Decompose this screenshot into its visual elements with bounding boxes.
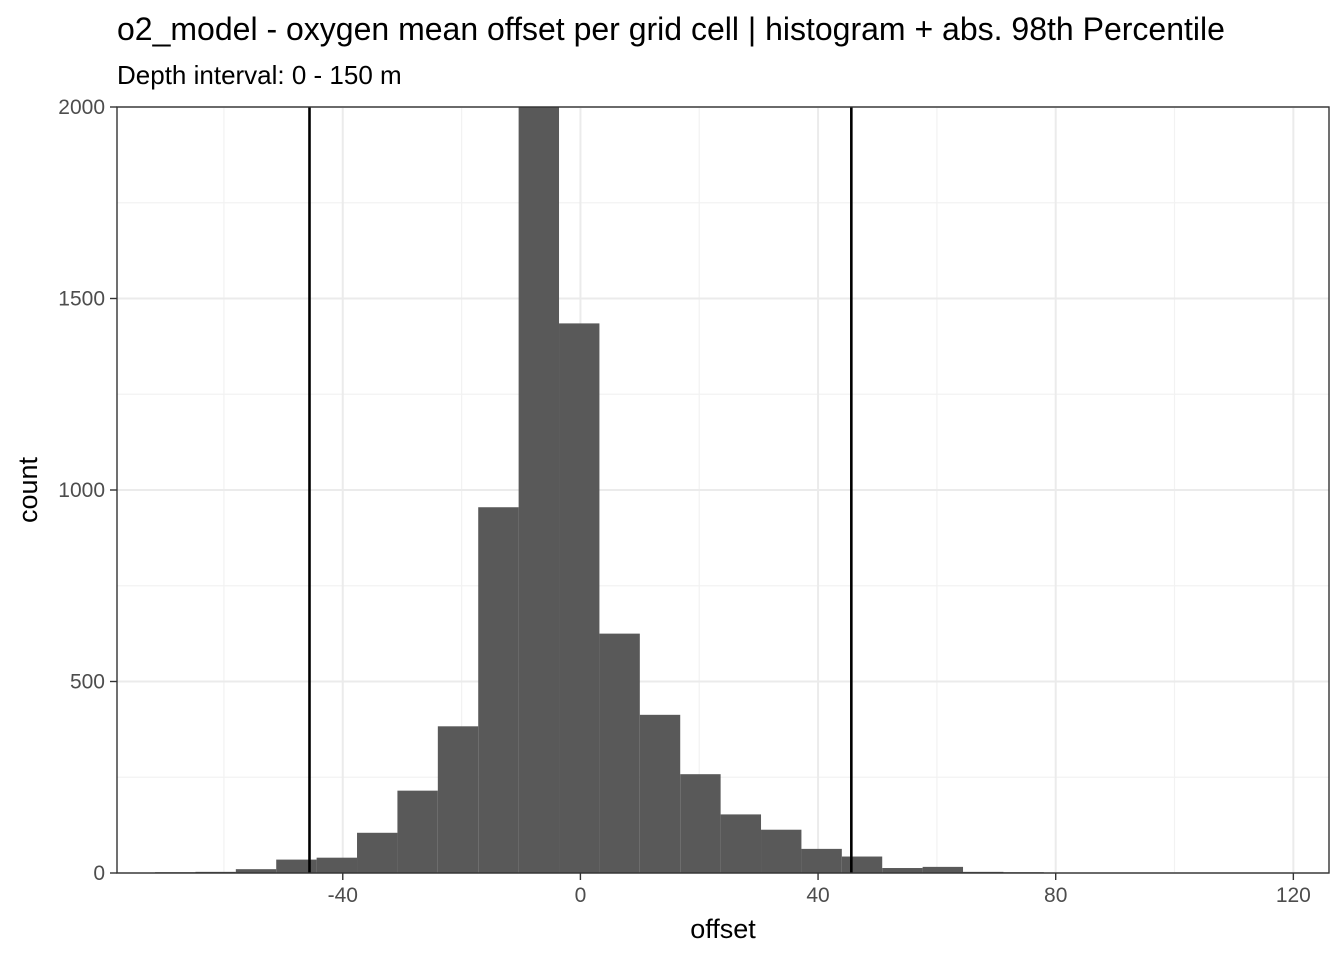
x-tick-label: 80	[1044, 884, 1067, 907]
histogram-bar	[599, 633, 640, 873]
chart-title: o2_model - oxygen mean offset per grid c…	[117, 11, 1225, 47]
y-axis: 0 500 1000 1500 2000	[58, 96, 117, 885]
x-axis: -40 0 40 80 120	[328, 873, 1311, 907]
histogram-bar	[559, 323, 600, 873]
chart-subtitle: Depth interval: 0 - 150 m	[117, 60, 402, 90]
histogram-bar	[518, 107, 560, 873]
histogram-bar	[235, 869, 277, 873]
y-axis-title: count	[13, 456, 43, 523]
x-tick-label: -40	[328, 884, 358, 907]
histogram-bar	[316, 857, 358, 873]
histogram-bar	[841, 856, 883, 873]
histogram-bar	[761, 829, 802, 873]
histogram-bar	[478, 507, 519, 873]
y-tick-label: 2000	[58, 96, 105, 119]
x-tick-label: 120	[1276, 884, 1311, 907]
plot-panel	[116, 106, 1330, 874]
x-tick-label: 40	[806, 884, 829, 907]
y-tick-label: 1500	[58, 288, 105, 311]
y-tick-label: 0	[93, 862, 105, 885]
histogram-bar	[397, 790, 438, 873]
histogram-bar	[276, 859, 317, 873]
histogram-bar	[357, 832, 398, 873]
histogram-bars	[155, 107, 1287, 874]
histogram-bar	[639, 714, 681, 873]
histogram-bar	[720, 814, 762, 873]
histogram-bar	[680, 774, 721, 873]
x-tick-label: 0	[575, 884, 587, 907]
y-tick-label: 1000	[58, 479, 105, 502]
histogram-bar	[922, 866, 964, 873]
histogram-bar	[437, 726, 479, 873]
x-axis-title: offset	[690, 914, 756, 944]
histogram-bar	[882, 868, 923, 873]
percentile-lines	[308, 107, 853, 873]
histogram-bar	[801, 848, 842, 873]
y-tick-label: 500	[70, 671, 105, 694]
